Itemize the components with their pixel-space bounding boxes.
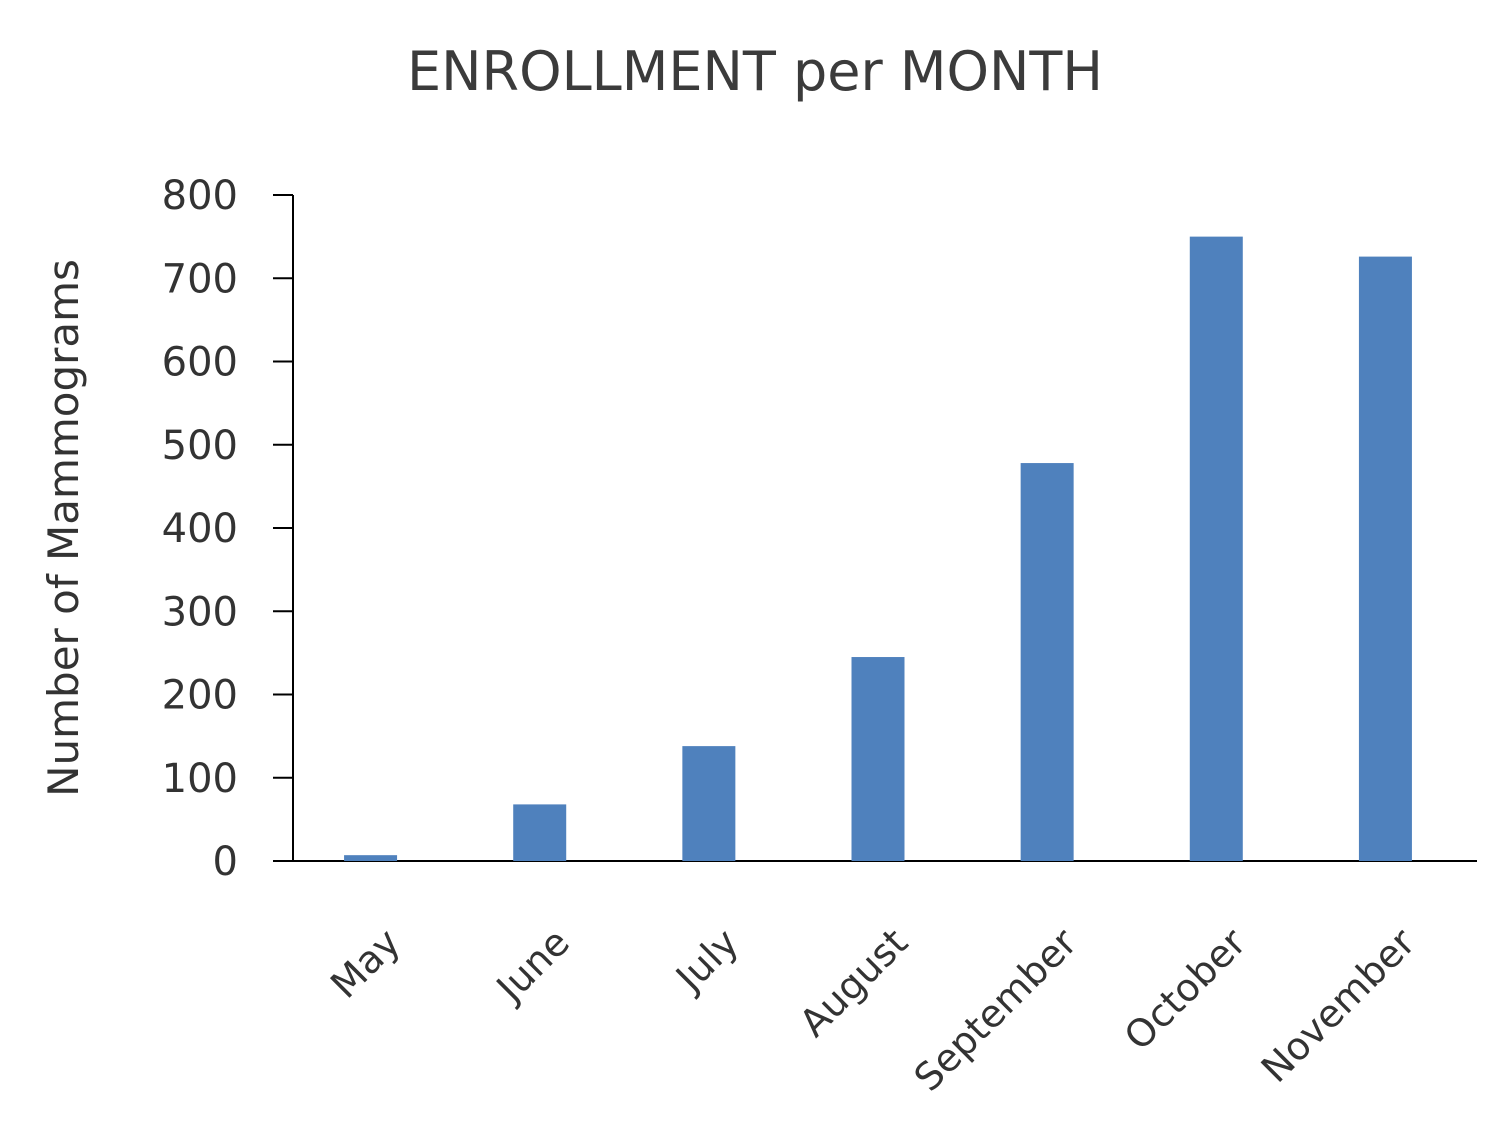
y-ticks: 0 100 200 300 400 500 600 700 800 [162, 173, 293, 885]
y-tick-label: 200 [162, 673, 238, 719]
bar-august [851, 657, 905, 861]
x-tick-label: July [666, 920, 747, 1001]
y-axis-title: Number of Mammograms [39, 259, 88, 797]
chart-title: ENROLLMENT per MONTH [407, 40, 1103, 103]
x-tick-label: June [487, 920, 578, 1011]
bars [344, 236, 1412, 862]
y-tick-label: 400 [162, 506, 238, 552]
x-tick-label: October [1116, 920, 1255, 1059]
bar-june [513, 804, 567, 861]
y-axis-title-group: Number of Mammograms [39, 259, 88, 797]
x-tick-label: September [906, 920, 1086, 1100]
bar-july [682, 746, 736, 861]
bar-october [1189, 236, 1243, 861]
x-tick-label: May [322, 920, 409, 1007]
bar-november [1358, 256, 1412, 862]
x-tick-label: August [791, 920, 916, 1045]
bar-may [344, 855, 398, 861]
y-tick-label: 0 [213, 839, 238, 885]
x-tick-label: November [1253, 920, 1424, 1091]
y-tick-label: 100 [162, 756, 238, 802]
y-tick-label: 500 [162, 423, 238, 469]
y-tick-label: 700 [162, 256, 238, 302]
y-tick-label: 300 [162, 589, 238, 635]
y-tick-label: 600 [162, 340, 238, 386]
bar-september [1020, 463, 1074, 861]
y-tick-label: 800 [162, 173, 238, 219]
